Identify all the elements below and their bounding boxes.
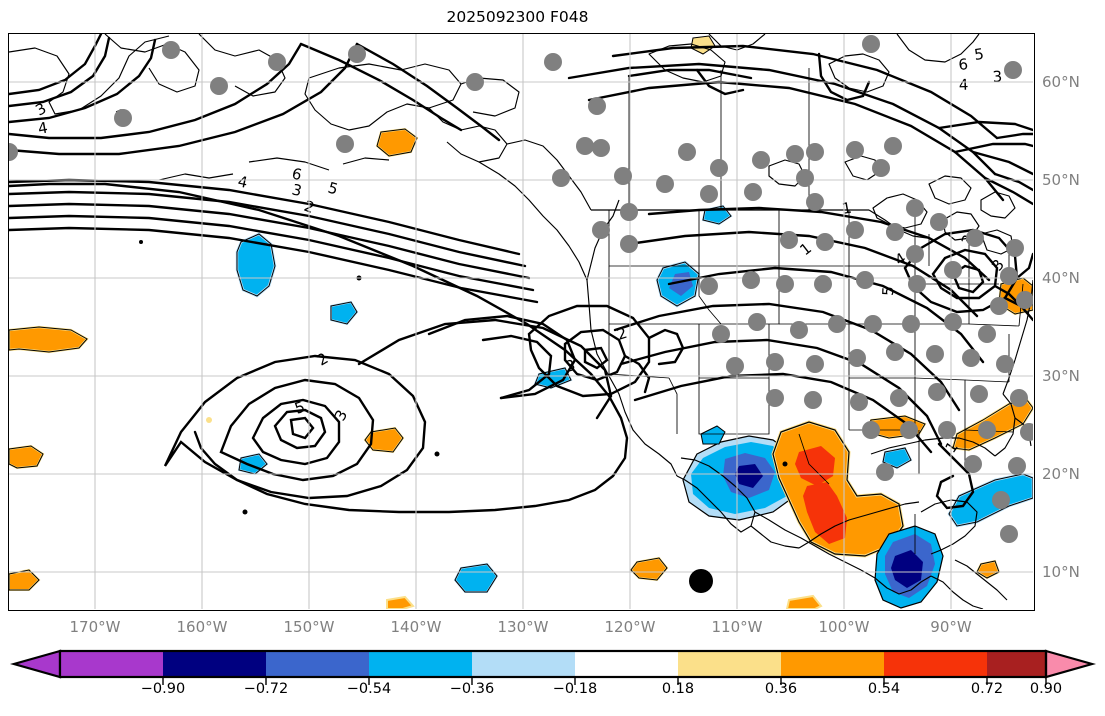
colorbar-ticks [162, 677, 1047, 685]
shade-patch [386, 595, 415, 609]
map-plot-area[interactable]: 3 4 5 4 6 3 5 2 2 5 3 3 2 1 4 5 3 [8, 33, 1035, 611]
colorbar-segment [884, 651, 987, 677]
contour-label: 3 [331, 407, 351, 424]
contour-label: 3 [992, 67, 1003, 86]
contour-label: 6 [290, 164, 304, 184]
colorbar-segment [266, 651, 369, 677]
lat-label-20: 20°N [1042, 465, 1080, 483]
contour-label: 1 [841, 199, 854, 218]
shade-patch [795, 446, 835, 486]
colorbar-segment [472, 651, 575, 677]
shade-patch [785, 594, 823, 609]
colorbar-frame [58, 649, 1048, 679]
colorbar-segment [369, 651, 472, 677]
lat-label-50: 50°N [1042, 171, 1080, 189]
shade-speck [434, 451, 440, 457]
triangle-left-icon [9, 649, 62, 679]
contour-label: 3 [290, 180, 304, 200]
colorbar-tick-label: 0.72 [970, 681, 1004, 697]
colorbar-segment [678, 651, 781, 677]
colorbar-tick-label: −0.72 [243, 681, 289, 697]
contour-label: 2 [314, 349, 331, 369]
contour-label: 5 [879, 286, 897, 296]
page-title: 2025092300 F048 [446, 8, 589, 26]
contour-label: 4 [959, 76, 969, 94]
contour-lines-layer [9, 34, 1033, 514]
colorbar-tick-label: −0.18 [552, 681, 598, 697]
contour-label: 6 [958, 55, 969, 74]
colorbar-tick-label: −0.54 [346, 681, 392, 697]
lon-label-150W: 150°W [283, 618, 335, 636]
shade-speck [242, 509, 248, 515]
lat-label-10: 10°N [1042, 563, 1080, 581]
shade-patch [735, 464, 763, 488]
shade-speck [206, 417, 212, 423]
shade-patch [700, 425, 726, 445]
lat-label-40: 40°N [1042, 269, 1080, 287]
lat-label-30: 30°N [1042, 367, 1080, 385]
lon-label-170W: 170°W [69, 618, 121, 636]
colorbar-tick-label: −0.36 [449, 681, 495, 697]
colorbar-tick-label: 0.54 [867, 681, 901, 697]
colorbar-segment [60, 651, 163, 677]
colorbar-segment [781, 651, 884, 677]
map-canvas: 3 4 5 4 6 3 5 2 2 5 3 3 2 1 4 5 3 [9, 34, 1033, 609]
contour-label: 3 [32, 99, 49, 119]
contour-label: 4 [236, 172, 249, 192]
shade-outline [9, 326, 88, 353]
contour-label: 5 [326, 179, 340, 199]
highlight-marker[interactable] [689, 569, 713, 593]
lat-label-60: 60°N [1042, 73, 1080, 91]
colorbar-tick-label: 0.90 [1029, 681, 1063, 697]
contour-label: 1 [796, 239, 815, 259]
colorbar[interactable] [0, 648, 1105, 712]
lon-label-110W: 110°W [711, 618, 763, 636]
lon-label-90W: 90°W [930, 618, 972, 636]
shade-patch [803, 482, 847, 544]
colorbar-segment [575, 651, 678, 677]
colorbar-tick-label: 0.36 [764, 681, 798, 697]
colorbar-svg [9, 649, 1097, 685]
colorbar-segments [9, 649, 1097, 679]
station-marker-layer [9, 35, 1033, 543]
lon-label-100W: 100°W [818, 618, 870, 636]
lon-label-160W: 160°W [176, 618, 228, 636]
colorbar-segment [987, 651, 1046, 677]
lon-label-120W: 120°W [604, 618, 656, 636]
contour-label: 3 [563, 356, 577, 376]
contour-label: 4 [37, 119, 50, 138]
shade-patch [891, 550, 923, 588]
lon-label-130W: 130°W [497, 618, 549, 636]
shade-speck [139, 240, 143, 244]
colorbar-tick-label: −0.90 [140, 681, 186, 697]
colorbar-tick-label: 0.18 [661, 681, 695, 697]
triangle-right-icon [1044, 649, 1097, 679]
shade-speck [782, 461, 788, 467]
colorbar-segment [163, 651, 266, 677]
lon-label-140W: 140°W [390, 618, 442, 636]
contour-label: 5 [973, 45, 985, 64]
